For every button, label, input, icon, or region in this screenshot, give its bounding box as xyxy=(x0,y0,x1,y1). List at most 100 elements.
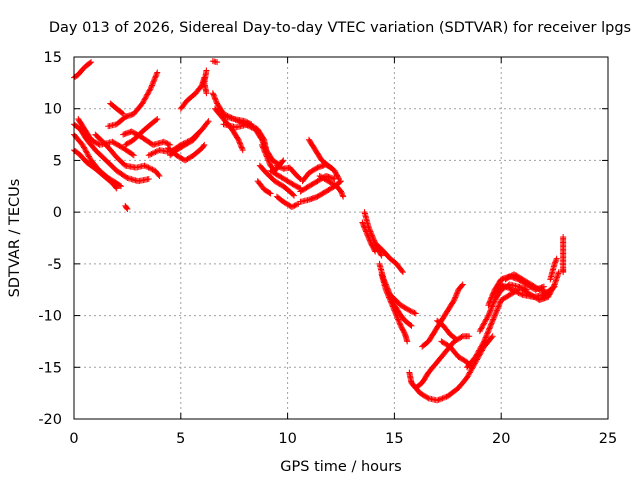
data-point xyxy=(518,291,525,298)
data-point xyxy=(496,302,503,309)
series-arc-1 xyxy=(71,59,95,81)
data-point xyxy=(484,330,491,337)
data-point xyxy=(390,306,397,313)
data-point xyxy=(388,300,395,307)
data-point xyxy=(395,316,402,323)
data-point xyxy=(263,153,270,160)
data-point xyxy=(85,153,92,160)
data-point xyxy=(149,150,156,157)
data-point xyxy=(145,164,152,171)
data-point xyxy=(488,321,495,328)
y-tick-label: 10 xyxy=(44,102,62,118)
data-point xyxy=(453,290,460,297)
x-tick-label: 25 xyxy=(599,431,617,447)
data-point xyxy=(454,289,461,296)
data-point xyxy=(200,142,207,149)
data-point xyxy=(540,283,547,290)
data-point xyxy=(489,303,496,310)
data-point xyxy=(473,351,480,358)
data-point xyxy=(384,290,391,297)
series-arc-16 xyxy=(201,67,210,97)
data-point xyxy=(550,282,557,289)
data-point xyxy=(485,312,492,319)
data-point xyxy=(150,79,157,86)
data-point xyxy=(363,229,370,236)
data-point xyxy=(233,117,240,124)
data-point xyxy=(389,302,396,309)
data-point xyxy=(503,284,510,291)
data-point xyxy=(83,149,90,156)
data-point xyxy=(480,321,487,328)
data-point xyxy=(366,237,373,244)
data-point xyxy=(261,148,268,155)
data-point xyxy=(361,224,368,231)
data-point xyxy=(152,73,159,80)
data-point xyxy=(512,288,519,295)
x-tick-label: 15 xyxy=(385,431,403,447)
data-point xyxy=(438,395,445,402)
data-point xyxy=(82,147,89,154)
data-point xyxy=(488,294,495,301)
data-point xyxy=(407,322,414,329)
data-point xyxy=(143,92,150,99)
data-point xyxy=(485,300,492,307)
y-tick-label: 0 xyxy=(53,205,62,221)
data-point xyxy=(262,150,269,157)
data-point xyxy=(487,307,494,314)
data-point xyxy=(116,182,123,189)
series-arc-15 xyxy=(177,74,208,112)
y-tick-label: -15 xyxy=(38,360,62,376)
data-point xyxy=(508,286,515,293)
data-point xyxy=(146,165,153,172)
data-point xyxy=(147,151,154,158)
data-point xyxy=(338,189,345,196)
data-point xyxy=(484,313,491,320)
data-point xyxy=(160,138,167,145)
data-point xyxy=(434,397,441,404)
data-point xyxy=(436,396,443,403)
data-point xyxy=(490,316,497,323)
data-point xyxy=(412,310,419,317)
data-point xyxy=(378,252,385,259)
data-point xyxy=(395,317,402,324)
series-arc-35 xyxy=(372,240,406,276)
x-axis-label: GPS time / hours xyxy=(280,459,401,475)
data-point xyxy=(483,316,490,323)
data-point xyxy=(473,352,480,359)
data-point xyxy=(382,286,389,293)
data-point xyxy=(265,158,272,165)
data-point xyxy=(238,144,245,151)
data-point xyxy=(365,233,372,240)
data-point xyxy=(239,147,246,154)
data-point xyxy=(394,315,401,322)
data-point xyxy=(453,291,460,298)
data-point xyxy=(481,337,488,344)
grid-layer xyxy=(74,57,608,419)
data-point xyxy=(147,86,154,93)
series-arc-51 xyxy=(560,233,567,276)
data-point xyxy=(148,83,155,90)
data-point xyxy=(490,315,497,322)
data-point xyxy=(504,284,511,291)
data-point xyxy=(339,192,346,199)
data-point xyxy=(360,222,367,229)
data-point xyxy=(474,350,481,357)
data-point xyxy=(439,395,446,402)
series-arc-19 xyxy=(211,105,246,154)
data-point xyxy=(360,223,367,230)
data-point xyxy=(452,294,459,301)
y-tick-label: 15 xyxy=(44,50,62,66)
data-point xyxy=(482,335,489,342)
data-point xyxy=(383,288,390,295)
y-tick-label: 5 xyxy=(53,153,62,169)
y-tick-label: -20 xyxy=(38,412,62,428)
series-arc-36 xyxy=(376,260,415,329)
data-point xyxy=(292,202,299,209)
data-point xyxy=(486,324,493,331)
data-point xyxy=(266,160,273,167)
data-point xyxy=(372,248,379,255)
data-point xyxy=(264,156,271,163)
data-point xyxy=(80,143,87,150)
data-point xyxy=(211,94,218,101)
data-point xyxy=(466,370,473,377)
